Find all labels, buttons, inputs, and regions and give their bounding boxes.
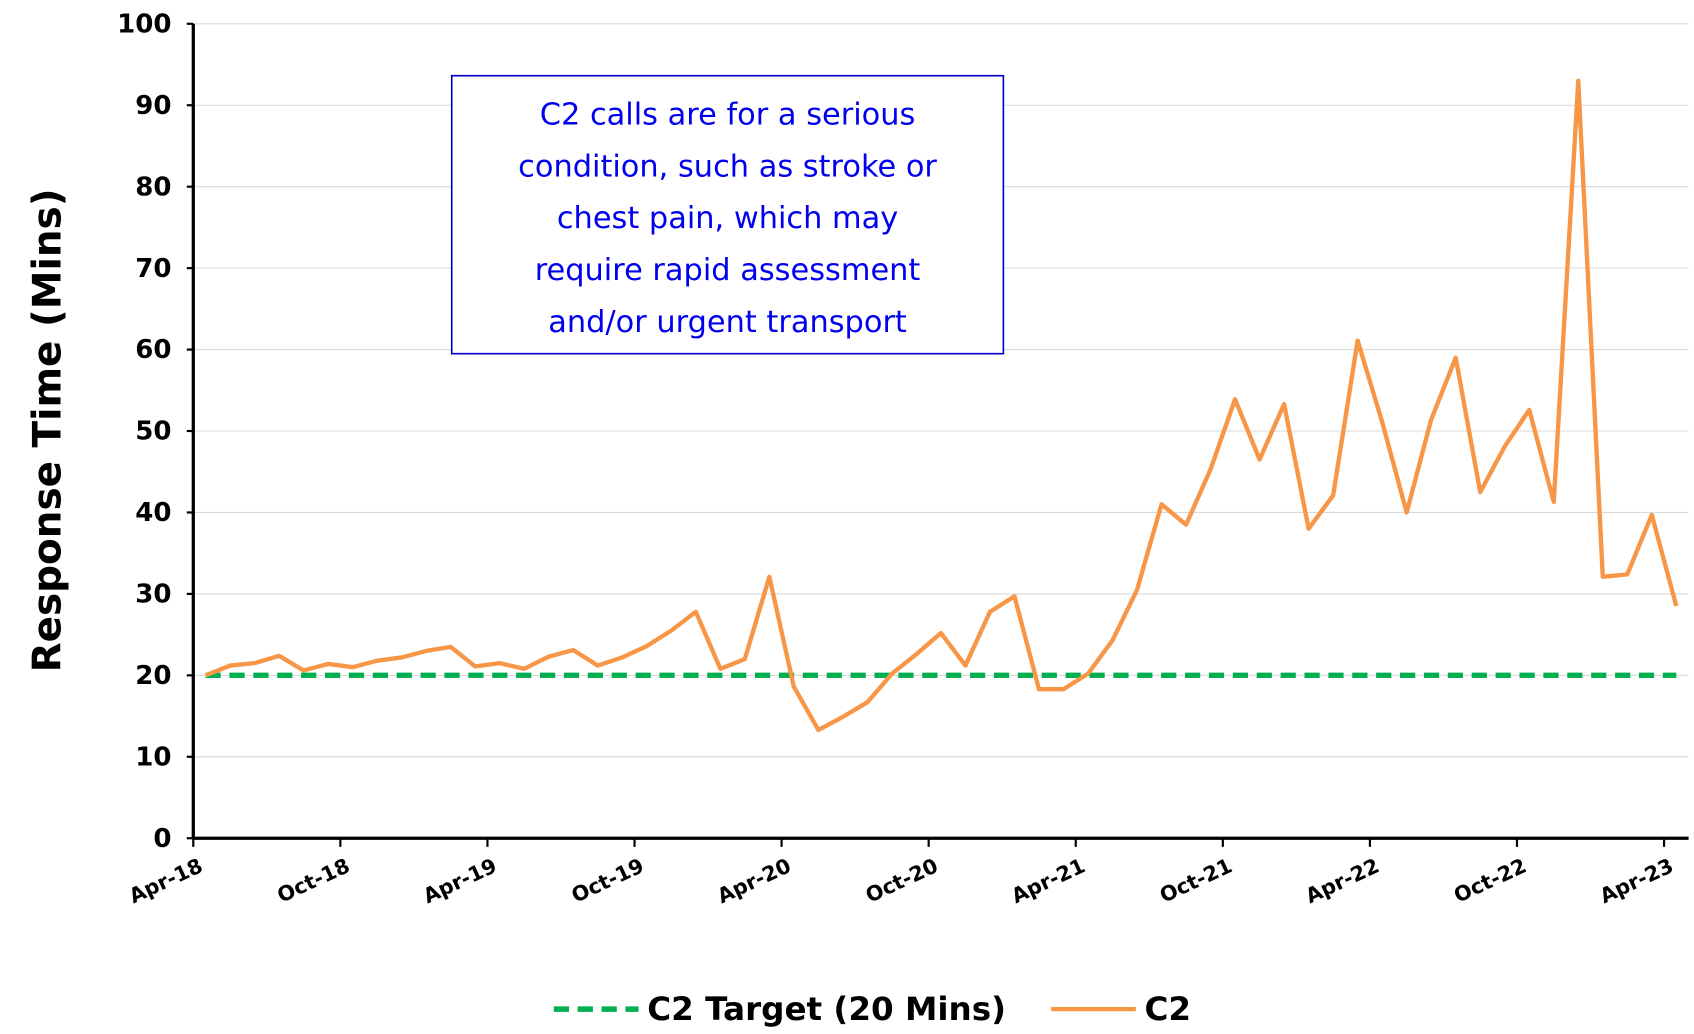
y-tick-label: 80	[135, 172, 171, 202]
annotation-text: and/or urgent transport	[548, 305, 907, 340]
annotation-text: C2 calls are for a serious	[540, 97, 916, 132]
y-tick-label: 20	[135, 661, 171, 691]
series-line	[204, 78, 1679, 733]
y-axis-label: Response Time (Mins)	[25, 189, 70, 673]
x-tick-label: Oct-21	[1156, 853, 1236, 907]
y-tick-label: 90	[135, 91, 171, 121]
x-tick-label: Apr-22	[1302, 853, 1383, 908]
y-tick-label: 50	[135, 417, 171, 447]
y-tick-label: 40	[135, 498, 171, 528]
x-tick-label: Apr-21	[1008, 853, 1089, 908]
y-tick-label: 30	[135, 580, 171, 610]
annotation-box	[450, 74, 1005, 355]
x-tick-label: Oct-19	[568, 853, 648, 907]
y-tick-label: 0	[153, 824, 171, 854]
legend-label: C2	[1145, 990, 1192, 1028]
x-tick-label: Apr-23	[1596, 853, 1677, 908]
y-tick-label: 60	[135, 335, 171, 365]
x-tick-label: Oct-18	[274, 853, 354, 907]
legend-label: C2 Target (20 Mins)	[647, 990, 1006, 1028]
y-tick-label: 100	[117, 9, 171, 39]
annotation-text: condition, such as stroke or	[518, 149, 937, 184]
x-tick-label: Oct-22	[1450, 853, 1530, 907]
annotation-text: chest pain, which may	[557, 201, 898, 236]
y-tick-label: 70	[135, 254, 171, 284]
x-tick-label: Apr-19	[419, 853, 500, 908]
annotation-text: require rapid assessment	[535, 253, 921, 288]
x-tick-label: Oct-20	[862, 853, 942, 907]
y-tick-label: 10	[135, 742, 171, 772]
x-tick-label: Apr-18	[125, 853, 206, 908]
x-tick-label: Apr-20	[714, 853, 795, 908]
